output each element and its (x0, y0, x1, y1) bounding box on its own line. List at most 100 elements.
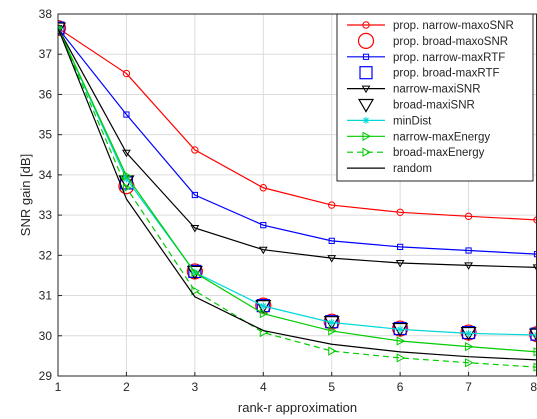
data-point (465, 247, 472, 254)
data-point (190, 224, 200, 233)
legend-label: broad-maxiSNR (393, 100, 475, 112)
data-point (533, 331, 537, 339)
legend-entry: narrow-maxiSNR (347, 84, 481, 96)
data-point (58, 19, 67, 37)
legend-entry: broad-maxEnergy (347, 147, 485, 159)
legend-entry: prop. broad-maxRTF (359, 66, 500, 80)
data-point (328, 201, 336, 209)
data-point (327, 255, 337, 263)
y-tick-label: 31 (39, 289, 53, 303)
legend: prop. narrow-maxoSNR prop. broad-maxoSNR p… (336, 13, 534, 182)
data-point (396, 336, 406, 346)
data-point (532, 264, 537, 272)
data-point (530, 327, 537, 341)
data-point (122, 149, 131, 158)
data-point (533, 347, 537, 357)
legend-marker (357, 32, 375, 50)
x-tick-label: 8 (530, 380, 537, 394)
data-point (328, 326, 337, 336)
legend-marker (362, 147, 372, 157)
legend-label: broad-maxEnergy (393, 147, 485, 159)
data-point (397, 243, 404, 250)
star-stroke (363, 117, 369, 124)
data-point (464, 262, 473, 270)
data-point (259, 302, 267, 310)
legend-marker (362, 21, 370, 29)
data-point (533, 251, 537, 258)
y-tick-label: 38 (39, 7, 53, 21)
x-tick-label: 2 (123, 380, 130, 394)
data-point (122, 171, 132, 181)
series-line (58, 27, 537, 221)
x-tick-label: 3 (192, 380, 199, 394)
y-tick-label: 32 (39, 248, 53, 262)
series-line (58, 27, 537, 268)
data-point (465, 329, 473, 337)
data-point (259, 309, 269, 319)
data-point (465, 358, 474, 368)
data-point (328, 319, 336, 327)
y-axis-label: SNR gain [dB] (18, 154, 33, 236)
data-point (533, 362, 537, 372)
data-point (58, 21, 65, 35)
data-point (58, 22, 67, 37)
series-line (58, 27, 537, 361)
data-point (465, 341, 474, 352)
legend-marker (359, 66, 373, 80)
star-stroke (260, 303, 267, 309)
legend-entry: random (347, 163, 432, 175)
x-tick-label: 6 (397, 380, 404, 394)
star-stroke (534, 332, 537, 336)
legend-entry: narrow-maxEnergy (347, 131, 490, 143)
x-axis-label: rank-r approximation (238, 400, 357, 415)
data-point (122, 183, 132, 193)
data-point (122, 69, 131, 78)
legend-label: prop. broad-maxRTF (393, 68, 500, 80)
legend-label: random (393, 163, 432, 175)
star-stroke (328, 319, 335, 326)
x-tick-label: 5 (328, 380, 335, 394)
data-point (328, 346, 337, 356)
legend-label: prop. broad-maxoSNR (393, 36, 508, 48)
legend-entry: prop. narrow-maxRTF (347, 52, 505, 64)
legend-entry: minDist (347, 115, 432, 127)
legend-label: narrow-maxiSNR (393, 84, 481, 96)
series-line (58, 27, 537, 336)
x-tick-label: 4 (260, 380, 267, 394)
data-point (259, 184, 267, 192)
data-point (528, 326, 537, 343)
series-line (58, 27, 537, 255)
star-stroke (465, 330, 472, 337)
data-point (328, 237, 335, 244)
series-line (58, 27, 537, 368)
data-point (396, 353, 406, 363)
y-tick-label: 34 (39, 168, 53, 182)
data-point (123, 111, 130, 118)
legend-label: prop. narrow-maxRTF (393, 52, 505, 64)
data-point (191, 267, 200, 278)
star-stroke (534, 334, 537, 338)
x-tick-label: 1 (55, 380, 62, 394)
legend-entry: broad-maxiSNR (357, 98, 475, 113)
legend-box (336, 13, 534, 182)
y-tick-label: 37 (39, 47, 53, 61)
y-tick-label: 33 (39, 208, 53, 222)
y-tick-label: 30 (39, 329, 53, 343)
legend-label: narrow-maxEnergy (393, 131, 490, 143)
legend-marker (357, 98, 375, 113)
data-point (191, 191, 198, 199)
series-random (58, 27, 537, 361)
legend-entry: prop. narrow-maxoSNR (347, 20, 514, 32)
legend-marker (362, 53, 370, 60)
data-point (464, 212, 473, 221)
series-layer (58, 19, 537, 372)
star-stroke (397, 326, 403, 333)
legend-label: prop. narrow-maxoSNR (393, 20, 514, 32)
data-point (191, 286, 200, 296)
data-point (260, 222, 267, 229)
y-tick-label: 35 (39, 128, 53, 142)
y-tick-label: 36 (39, 87, 53, 101)
legend-marker (362, 131, 372, 141)
